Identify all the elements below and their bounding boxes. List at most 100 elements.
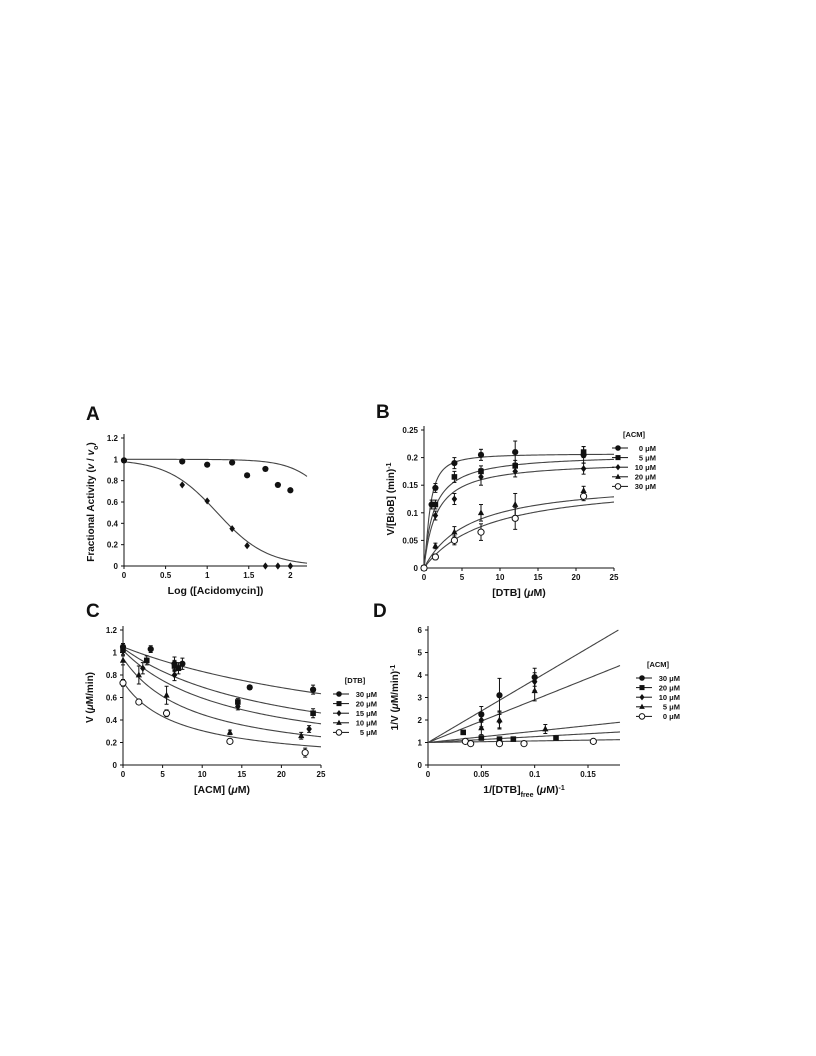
y-tick-label: 0.8	[107, 477, 119, 486]
x-tick-label: 0	[426, 770, 431, 779]
data-point	[229, 459, 236, 466]
series-2	[121, 456, 294, 570]
y-tick-label: 0.4	[106, 716, 118, 725]
y-axis-label: 1/V (μM/min)-1	[390, 665, 402, 731]
y-tick-label: 0	[114, 562, 119, 571]
data-point	[306, 725, 312, 733]
x-tick-label: 20	[277, 770, 286, 779]
series-2	[421, 446, 587, 571]
legend-marker	[614, 483, 622, 490]
data-point	[121, 456, 127, 464]
y-tick-label: 1.2	[107, 434, 119, 443]
y-axis-label: V/[BioB] (min)-1	[386, 462, 398, 535]
legend-title: [ACM]	[647, 660, 670, 669]
legend-entry-label: 5 μM	[639, 453, 656, 462]
legend-marker	[639, 675, 645, 681]
legend-entry-label: 20 μM	[635, 473, 656, 482]
y-tick-label: 0.2	[107, 541, 119, 550]
fit-curve-2	[423, 458, 615, 569]
panel-letter: B	[376, 402, 390, 423]
legend-entry-label: 30 μM	[635, 482, 656, 491]
fit-curve-4	[122, 657, 322, 738]
fit-curve-1	[124, 458, 308, 477]
panel-c: C 0 5 10 15 20 25 0 0.2 0.4 0.6 0.8 1 1.2 [ACM] (μM) V …	[85, 601, 377, 796]
fit-curve-5	[423, 501, 615, 569]
data-point	[226, 728, 234, 735]
data-point	[512, 448, 519, 456]
fit-curves	[122, 646, 322, 748]
x-tick-label: 5	[460, 573, 465, 582]
legend-marker	[639, 703, 645, 709]
x-tick-label: 15	[534, 573, 543, 582]
data-point	[496, 716, 503, 723]
legend-entry-label: 20 μM	[659, 683, 680, 692]
legend-entry-label: 0 μM	[663, 712, 680, 721]
series-3	[421, 462, 587, 572]
legend-marker	[336, 709, 342, 717]
y-tick-label: 1	[114, 455, 119, 464]
y-axis-label: V (μM/min)	[85, 672, 96, 723]
legend-marker	[336, 719, 342, 725]
x-tick-label: 1	[205, 571, 210, 580]
data-point	[496, 692, 503, 699]
x-tick-label: 0	[121, 770, 126, 779]
legend-title: [ACM]	[623, 430, 646, 439]
legend-marker	[615, 473, 621, 479]
legend-entry-label: 20 μM	[356, 699, 377, 708]
data-point	[451, 460, 458, 467]
fit-curve-2	[122, 647, 322, 714]
data-point	[309, 686, 317, 693]
series-5	[420, 491, 588, 572]
data-point	[478, 473, 484, 481]
panel-d: D 0 0.05 0.1 0.15 0 1 2 3 4 5 6 1/[DTB]free (μM)-1 1/…	[373, 601, 680, 799]
x-tick-label: 0	[122, 571, 127, 580]
data-point	[120, 647, 126, 655]
data-point	[262, 465, 269, 473]
y-tick-label: 6	[418, 626, 423, 635]
y-tick-label: 0.05	[402, 536, 418, 545]
y-tick-label: 5	[418, 649, 423, 658]
data-point	[147, 646, 154, 653]
series-3	[120, 647, 312, 733]
data-point	[119, 656, 127, 663]
data-point	[171, 663, 178, 669]
data-point	[467, 740, 475, 748]
panel-letter: A	[86, 404, 100, 425]
data-point	[478, 735, 485, 741]
x-axis-label: Log ([Acidomycin])	[168, 585, 264, 597]
data-point	[451, 495, 458, 503]
y-tick-label: 0.25	[402, 426, 418, 435]
data-point	[244, 542, 250, 550]
fit-curve-1	[122, 646, 322, 695]
y-tick-label: 0	[414, 564, 419, 573]
legend-title: [DTB]	[345, 676, 366, 685]
x-tick-label: 0.1	[529, 770, 541, 779]
data-point	[179, 660, 186, 667]
x-tick-label: 15	[237, 770, 246, 779]
x-tick-label: 20	[572, 573, 581, 582]
series-3	[478, 672, 538, 729]
legend-marker	[615, 455, 621, 461]
legend-marker	[615, 445, 621, 451]
data-point	[432, 542, 439, 549]
legend-entry-label: 5 μM	[663, 703, 680, 712]
data-point	[179, 481, 186, 489]
x-axis-label: [ACM] (μM)	[194, 784, 250, 796]
y-tick-label: 4	[418, 671, 423, 680]
x-axis-label: 1/[DTB]free (μM)-1	[483, 784, 565, 799]
x-tick-label: 25	[610, 573, 619, 582]
y-tick-label: 0.15	[402, 481, 418, 490]
data-point	[478, 716, 485, 724]
data-point	[135, 671, 142, 678]
data-point	[511, 514, 519, 522]
data-point	[262, 562, 269, 570]
data-point	[512, 467, 518, 475]
x-tick-label: 25	[317, 770, 326, 779]
data-point	[450, 536, 458, 545]
legend-marker	[639, 693, 645, 701]
data-point	[143, 657, 150, 664]
series-4	[119, 655, 305, 740]
x-tick-label: 1.5	[243, 571, 255, 580]
